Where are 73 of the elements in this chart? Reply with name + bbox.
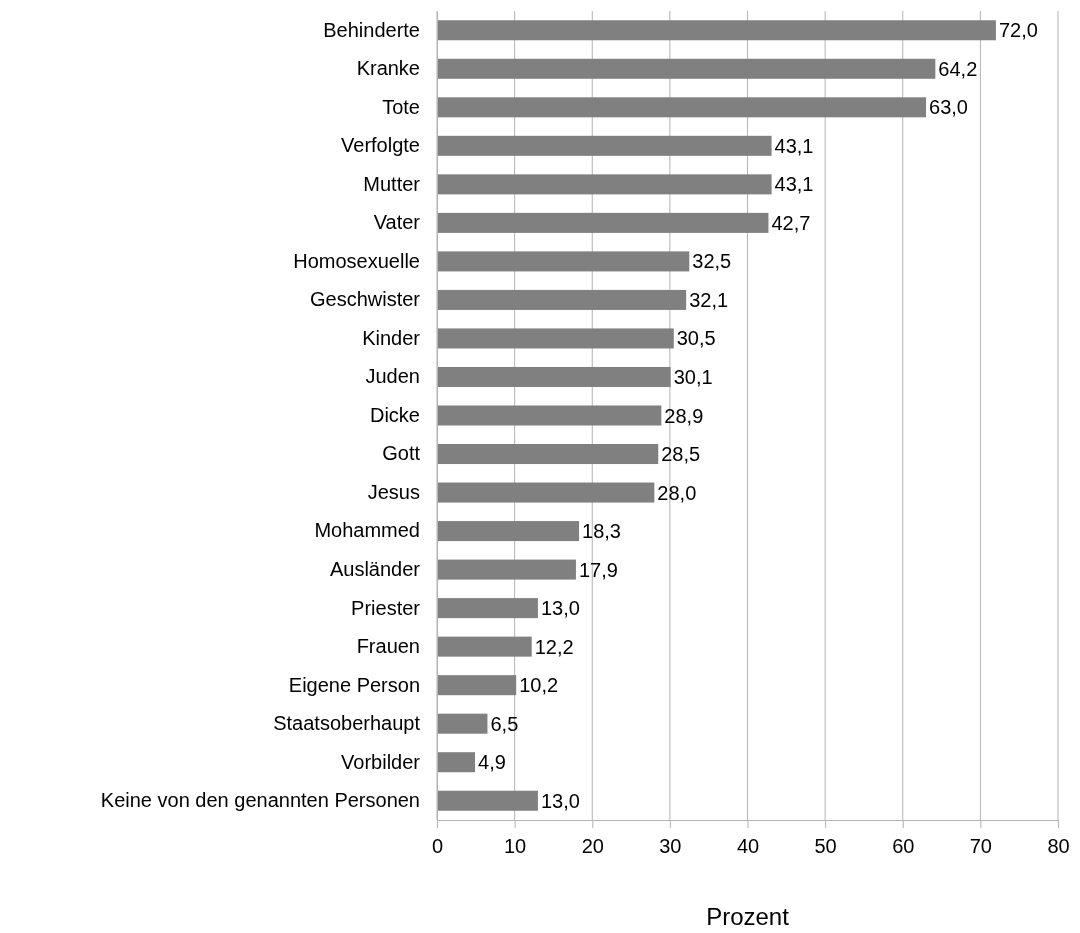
y-tick-label: Mutter [363, 172, 421, 195]
bar [437, 405, 662, 426]
data-label: 42,7 [771, 211, 811, 234]
y-tick-label: Geschwister [309, 288, 421, 311]
bar [437, 636, 532, 657]
bar [437, 174, 772, 195]
y-tick-label: Eigene Person [288, 673, 420, 696]
data-label: 32,5 [692, 250, 732, 273]
y-tick-label: Priester [351, 596, 421, 619]
y-tick-label: Staatsoberhaupt [273, 712, 421, 735]
y-tick-label: Vater [373, 211, 421, 234]
bar [437, 482, 655, 503]
y-tick-label: Gott [382, 442, 421, 465]
x-tick-label: 40 [736, 835, 760, 857]
data-label: 30,1 [673, 365, 713, 388]
x-tick-label: 60 [892, 835, 915, 857]
x-tick-label: 50 [814, 835, 837, 857]
bar [437, 713, 488, 734]
bar [437, 675, 517, 696]
y-tick-label: Tote [382, 95, 420, 118]
bar [437, 20, 996, 41]
bar [437, 790, 538, 811]
bar [437, 752, 476, 773]
data-label: 17,9 [578, 558, 618, 581]
x-tick-label: 20 [581, 835, 604, 857]
bar [437, 289, 687, 310]
bar [437, 559, 576, 580]
bar [437, 328, 674, 349]
data-label: 43,1 [774, 173, 814, 196]
bar [437, 58, 936, 79]
data-label: 6,5 [490, 712, 519, 735]
bar [437, 598, 538, 619]
data-label: 10,2 [519, 674, 559, 697]
y-tick-label: Dicke [369, 403, 420, 426]
data-label: 43,1 [774, 134, 814, 157]
y-tick-label: Verfolgte [341, 134, 420, 157]
y-tick-label: Behinderte [323, 18, 420, 41]
x-axis-title: Prozent [706, 903, 790, 930]
y-tick-label: Vorbilder [341, 750, 421, 773]
x-tick-label: 80 [1047, 835, 1070, 857]
data-label: 13,0 [540, 789, 580, 812]
data-label: 28,9 [664, 404, 704, 427]
bar [437, 251, 690, 272]
y-tick-label: Juden [365, 365, 420, 388]
data-label: 13,0 [540, 597, 580, 620]
y-tick-label: Ausländer [329, 558, 421, 580]
y-tick-label: Mohammed [314, 519, 420, 542]
y-tick-label: Frauen [356, 635, 420, 658]
x-tick-label: 70 [969, 835, 992, 857]
x-tick-label: 10 [504, 835, 527, 857]
y-tick-label: Keine von den genannten Personen [100, 789, 420, 812]
bar [437, 366, 671, 387]
data-label: 30,5 [676, 327, 716, 350]
bar [437, 97, 927, 118]
y-tick-label: Homosexuelle [293, 249, 420, 272]
y-tick-label: Kranke [356, 57, 420, 80]
bar [437, 212, 769, 233]
data-label: 64,2 [938, 57, 978, 80]
data-label: 72,0 [998, 19, 1038, 42]
data-label: 28,0 [657, 481, 697, 504]
data-label: 63,0 [929, 96, 968, 119]
y-tick-label: Jesus [367, 480, 420, 503]
x-tick-label: 30 [659, 835, 682, 857]
data-label: 4,9 [478, 751, 506, 774]
data-label: 18,3 [582, 520, 621, 543]
bar [437, 444, 659, 465]
data-label: 32,1 [689, 288, 729, 311]
bar [437, 135, 772, 156]
bar [437, 521, 580, 542]
x-tick-label: 0 [431, 835, 444, 857]
data-label: 28,5 [661, 443, 701, 466]
data-label: 12,2 [534, 635, 574, 658]
y-tick-label: Kinder [362, 326, 421, 349]
